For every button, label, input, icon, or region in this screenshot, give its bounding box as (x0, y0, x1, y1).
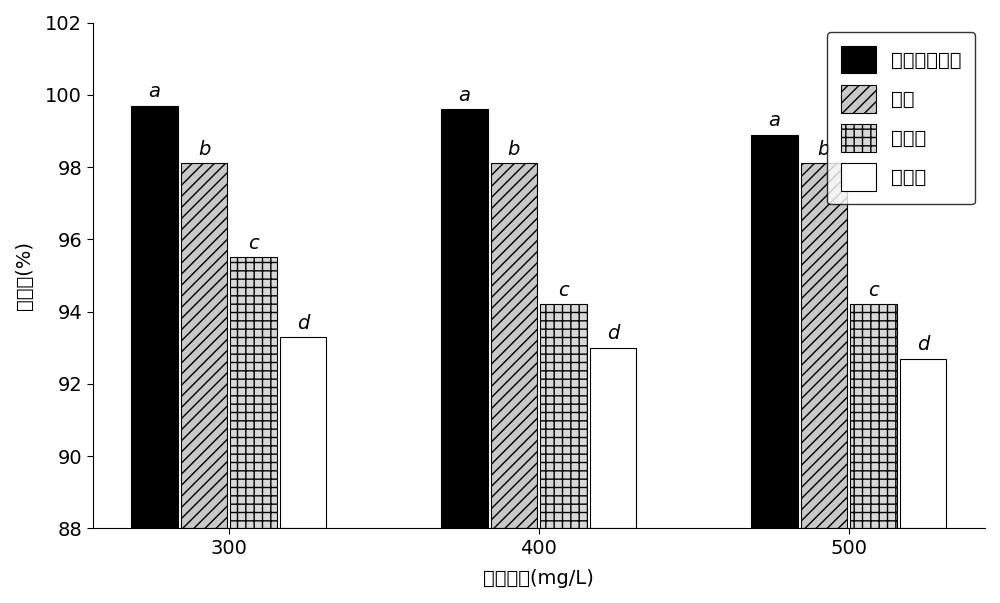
Bar (801, 163, 847, 528)
Text: c: c (248, 234, 259, 253)
Bar (131, 106, 178, 528)
Text: d: d (297, 314, 309, 333)
Bar (540, 305, 587, 528)
Text: d: d (917, 335, 929, 355)
Legend: 杨树叶吸附剂, 竹炭, 活性炭, 硅藻纯: 杨树叶吸附剂, 竹炭, 活性炭, 硅藻纯 (827, 32, 975, 204)
Text: a: a (768, 111, 780, 130)
Text: a: a (458, 86, 470, 105)
Bar (751, 134, 798, 528)
Text: c: c (558, 281, 569, 300)
Bar (230, 257, 277, 528)
Text: a: a (149, 82, 161, 101)
Bar (280, 337, 326, 528)
Bar (441, 109, 488, 528)
Bar (850, 305, 897, 528)
Bar (900, 359, 946, 528)
Text: b: b (818, 140, 830, 159)
Text: b: b (508, 140, 520, 159)
X-axis label: 吸附浓度(mg/L): 吸附浓度(mg/L) (483, 569, 594, 588)
Text: b: b (198, 140, 210, 159)
Text: d: d (607, 324, 619, 344)
Bar (590, 348, 636, 528)
Bar (181, 163, 227, 528)
Bar (491, 163, 537, 528)
Text: c: c (868, 281, 879, 300)
Y-axis label: 吸附率(%): 吸附率(%) (15, 241, 34, 310)
